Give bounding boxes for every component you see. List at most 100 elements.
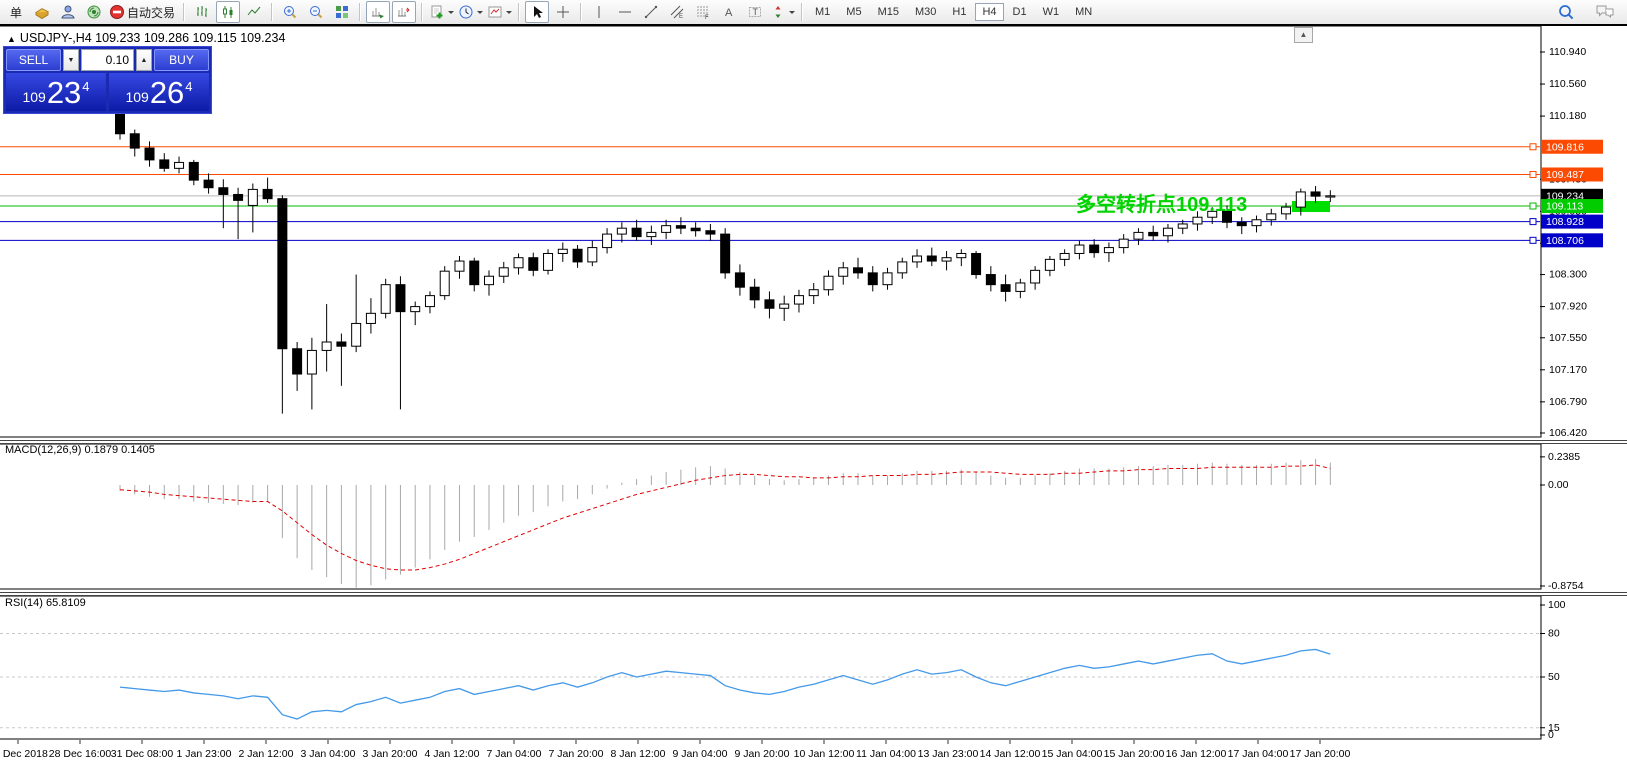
svg-text:80: 80: [1548, 628, 1560, 640]
equidistant-channel-icon[interactable]: E: [665, 1, 689, 23]
chart-scroll-up-button[interactable]: ▲: [1294, 27, 1313, 43]
zoom-in-icon[interactable]: [278, 1, 302, 23]
volume-input[interactable]: [81, 49, 134, 71]
periods-button[interactable]: [457, 1, 484, 23]
toolbar-separator: [271, 3, 274, 21]
chevron-down-icon: [506, 11, 513, 17]
timeframe-MN[interactable]: MN: [1075, 6, 1093, 18]
svg-text:28 Dec 16:00: 28 Dec 16:00: [49, 748, 112, 760]
svg-text:106.420: 106.420: [1549, 427, 1587, 439]
timeframe-D1[interactable]: D1: [1012, 6, 1027, 18]
svg-text:108.928: 108.928: [1546, 216, 1584, 228]
signal-icon[interactable]: [82, 1, 106, 23]
timeframe-M5[interactable]: M5: [846, 6, 862, 18]
timeframe-M15[interactable]: M15: [877, 6, 899, 18]
svg-text:50: 50: [1548, 671, 1560, 683]
volume-increase-button[interactable]: ▲: [136, 49, 152, 71]
timeframe-M1[interactable]: M1: [815, 6, 831, 18]
price-axis[interactable]: 110.940110.560110.180109.430109.050108.6…: [1529, 46, 1603, 741]
svg-text:7 Jan 04:00: 7 Jan 04:00: [487, 748, 542, 760]
new-order-button[interactable]: 单: [4, 1, 28, 23]
search-icon[interactable]: [1554, 1, 1578, 23]
fibonacci-icon[interactable]: F: [691, 1, 715, 23]
line-chart-icon[interactable]: [242, 1, 266, 23]
one-click-trading-panel: SELL ▼ ▲ BUY 109 23 4 109 26 4: [3, 46, 212, 114]
timeframe-W1[interactable]: W1: [1042, 6, 1060, 18]
timeframe-H1[interactable]: H1: [952, 6, 967, 18]
svg-text:15: 15: [1548, 722, 1560, 734]
auto-scroll-icon[interactable]: [366, 1, 391, 23]
chart-title: ▲ USDJPY-,H4 109.233 109.286 109.115 109.…: [7, 31, 285, 45]
svg-text:14 Jan 12:00: 14 Jan 12:00: [980, 748, 1041, 760]
buy-price-sup: 4: [185, 78, 193, 94]
svg-text:13 Jan 23:00: 13 Jan 23:00: [918, 748, 979, 760]
macd-indicator-label: MACD(12,26,9) 0.1879 0.1405: [5, 444, 155, 456]
svg-text:109.487: 109.487: [1546, 169, 1584, 181]
market-watch-icon[interactable]: [30, 1, 54, 23]
text-label-icon[interactable]: T: [743, 1, 767, 23]
text-icon[interactable]: A: [717, 1, 741, 23]
collapse-arrow-icon: ▲: [7, 34, 16, 44]
sell-button[interactable]: SELL: [6, 49, 61, 71]
sell-price-prefix: 109: [22, 89, 46, 105]
pane-frames: [0, 25, 1627, 740]
indicators-button[interactable]: [428, 1, 455, 23]
svg-text:108.706: 108.706: [1546, 235, 1584, 247]
svg-text:110.180: 110.180: [1549, 110, 1586, 122]
horizontal-line-icon[interactable]: [613, 1, 637, 23]
auto-trading-button[interactable]: 自动交易: [108, 1, 178, 23]
profile-icon[interactable]: [56, 1, 80, 23]
tile-windows-icon[interactable]: [330, 1, 354, 23]
buy-button[interactable]: BUY: [154, 49, 209, 71]
rsi-pane: [0, 633, 1540, 729]
auto-trading-label: 自动交易: [127, 5, 176, 20]
toolbar-separator: [580, 3, 583, 21]
svg-text:15 Jan 04:00: 15 Jan 04:00: [1042, 748, 1103, 760]
svg-text:107.170: 107.170: [1549, 364, 1587, 376]
toolbar-separator: [518, 3, 521, 21]
svg-text:1 Jan 23:00: 1 Jan 23:00: [177, 748, 232, 760]
svg-text:E: E: [679, 14, 683, 20]
svg-text:28 Dec 2018: 28 Dec 2018: [0, 748, 48, 760]
svg-text:T: T: [753, 7, 759, 17]
buy-price-prefix: 109: [125, 89, 149, 105]
svg-text:3 Jan 20:00: 3 Jan 20:00: [363, 748, 418, 760]
svg-text:3 Jan 04:00: 3 Jan 04:00: [301, 748, 356, 760]
bar-chart-icon[interactable]: [190, 1, 214, 23]
toolbar-separator: [183, 3, 186, 21]
candlestick-icon[interactable]: [216, 1, 241, 23]
svg-text:2 Jan 12:00: 2 Jan 12:00: [239, 748, 294, 760]
cursor-icon[interactable]: [525, 1, 550, 23]
svg-text:4 Jan 12:00: 4 Jan 12:00: [425, 748, 480, 760]
new-order-label: 单: [9, 5, 22, 20]
timeframe-H4[interactable]: H4: [975, 3, 1004, 21]
chat-icon[interactable]: [1593, 1, 1617, 23]
crosshair-icon[interactable]: [551, 1, 575, 23]
svg-text:109.816: 109.816: [1546, 141, 1584, 153]
volume-decrease-button[interactable]: ▼: [63, 49, 79, 71]
svg-text:100: 100: [1548, 599, 1566, 611]
svg-text:17 Jan 20:00: 17 Jan 20:00: [1290, 748, 1351, 760]
svg-text:107.550: 107.550: [1549, 332, 1587, 344]
svg-text:0.2385: 0.2385: [1548, 451, 1580, 463]
arrows-icon[interactable]: [769, 1, 796, 23]
svg-text:A: A: [725, 7, 733, 19]
sell-price[interactable]: 109 23 4: [6, 73, 106, 111]
timeframe-M30[interactable]: M30: [914, 6, 937, 18]
chevron-down-icon: [477, 11, 484, 17]
zoom-out-icon[interactable]: [304, 1, 328, 23]
svg-text:16 Jan 12:00: 16 Jan 12:00: [1166, 748, 1227, 760]
trendline-icon[interactable]: [639, 1, 663, 23]
sell-price-sup: 4: [82, 78, 90, 94]
svg-text:7 Jan 20:00: 7 Jan 20:00: [549, 748, 604, 760]
templates-button[interactable]: [486, 1, 513, 23]
vertical-line-icon[interactable]: [587, 1, 611, 23]
svg-text:F: F: [705, 15, 709, 20]
svg-text:31 Dec 08:00: 31 Dec 08:00: [111, 748, 174, 760]
buy-price[interactable]: 109 26 4: [109, 73, 209, 111]
svg-text:107.920: 107.920: [1549, 301, 1587, 313]
chart-shift-icon[interactable]: [392, 1, 417, 23]
chevron-down-icon: [789, 11, 796, 17]
